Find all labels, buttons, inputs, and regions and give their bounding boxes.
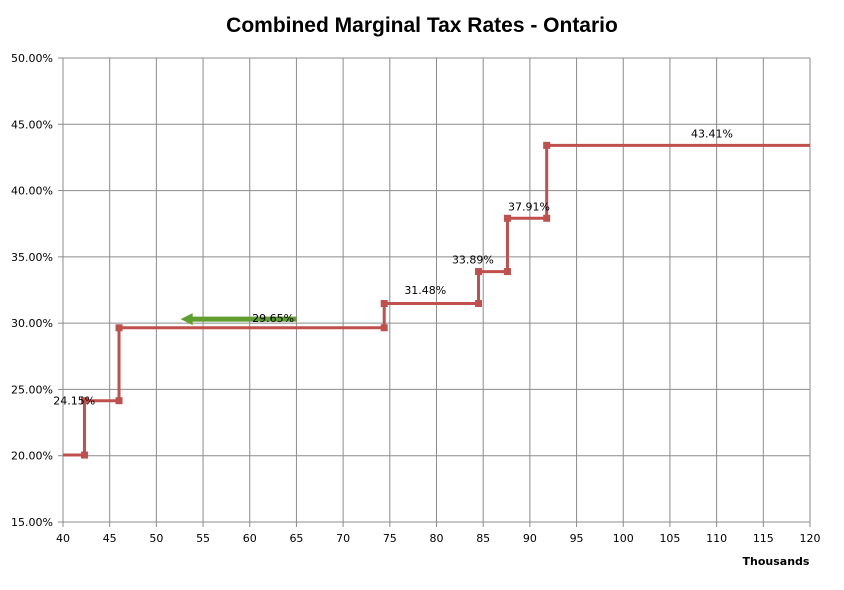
y-tick-label: 20.00%: [11, 450, 53, 463]
series-marker: [80, 397, 88, 405]
series-marker: [115, 397, 123, 405]
annotation-arrow-head: [180, 313, 193, 326]
data-label: 43.41%: [691, 128, 733, 141]
x-axis-label: Thousands: [743, 555, 810, 568]
series-marker: [115, 324, 123, 332]
y-tick-label: 45.00%: [11, 118, 53, 131]
x-tick-label: 65: [289, 532, 303, 545]
y-tick-label: 15.00%: [11, 516, 53, 529]
x-tick-label: 105: [659, 532, 680, 545]
series-marker: [475, 268, 483, 276]
data-label: 33.89%: [452, 254, 494, 267]
x-tick-label: 115: [753, 532, 774, 545]
y-tick-label: 40.00%: [11, 185, 53, 198]
y-tick-label: 30.00%: [11, 317, 53, 330]
series-marker: [380, 300, 388, 308]
series-marker: [503, 214, 511, 222]
y-tick-label: 50.00%: [11, 52, 53, 65]
series-marker: [503, 268, 511, 276]
data-label: 31.48%: [404, 284, 446, 297]
x-tick-label: 60: [243, 532, 257, 545]
series-marker: [543, 214, 551, 222]
data-label: 29.65%: [252, 312, 294, 325]
x-tick-label: 100: [613, 532, 634, 545]
series-marker: [543, 141, 551, 149]
x-tick-label: 45: [103, 532, 117, 545]
y-tick-label: 25.00%: [11, 383, 53, 396]
x-tick-label: 55: [196, 532, 210, 545]
x-tick-label: 110: [706, 532, 727, 545]
y-tick-label: 35.00%: [11, 251, 53, 264]
data-label: 37.91%: [508, 200, 550, 213]
x-tick-label: 80: [430, 532, 444, 545]
series-marker: [80, 451, 88, 459]
x-tick-label: 120: [800, 532, 821, 545]
series-marker: [475, 300, 483, 308]
data-label: 24.15%: [53, 395, 95, 408]
series-line: [63, 143, 810, 457]
x-tick-label: 95: [570, 532, 584, 545]
chart-title: Combined Marginal Tax Rates - Ontario: [226, 14, 618, 37]
series-marker: [380, 324, 388, 332]
x-tick-label: 70: [336, 532, 350, 545]
x-tick-label: 75: [383, 532, 397, 545]
x-tick-label: 50: [149, 532, 163, 545]
x-tick-label: 85: [476, 532, 490, 545]
x-tick-label: 90: [523, 532, 537, 545]
x-tick-label: 40: [56, 532, 70, 545]
